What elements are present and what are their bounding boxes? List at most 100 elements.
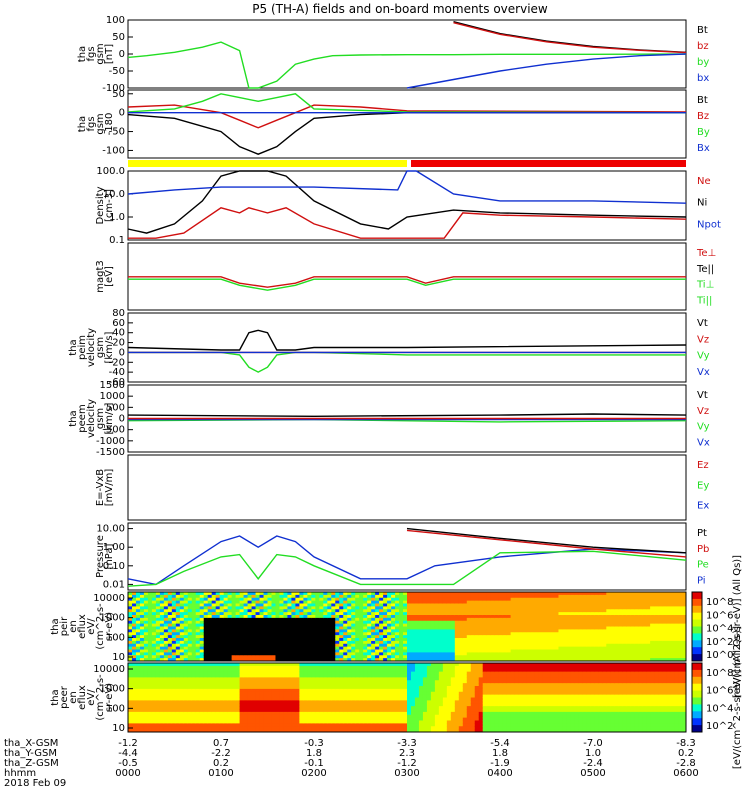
spectrogram-cell <box>410 626 416 630</box>
spectrogram-cell <box>534 652 540 656</box>
spectrogram-cell <box>251 620 257 625</box>
spectrogram-cell <box>654 638 659 642</box>
spectrogram-cell <box>295 615 300 619</box>
spectrogram-cell <box>147 652 153 656</box>
spectrogram-cell <box>403 620 408 625</box>
spectrogram-cell <box>307 609 312 613</box>
spectrogram-cell <box>203 726 209 730</box>
spectrogram-cell <box>534 629 540 633</box>
spectrogram-cell <box>223 635 229 639</box>
spectrogram-cell <box>259 620 265 625</box>
spectrogram-cell <box>646 592 651 596</box>
spectrogram-cell <box>195 706 201 710</box>
spectrogram-cell <box>343 671 348 676</box>
spectrogram-cell <box>383 609 388 613</box>
spectrogram-cell <box>235 674 241 678</box>
spectrogram-cell <box>331 671 336 676</box>
spectrogram-cell <box>574 594 579 599</box>
spectrogram-cell <box>263 694 268 699</box>
spectrogram-cell <box>546 597 551 602</box>
spectrogram-cell <box>442 626 448 630</box>
spectrogram-cell <box>251 723 257 727</box>
spectrogram-cell <box>155 674 161 678</box>
spectrogram-cell <box>267 592 272 596</box>
spectrogram-cell <box>678 600 683 605</box>
spectrogram-cell <box>347 688 352 693</box>
spectrogram-cell <box>514 615 520 619</box>
spectrogram-cell <box>303 617 308 622</box>
spectrogram-cell <box>454 658 460 662</box>
spectrogram-cell <box>343 623 348 628</box>
spectrogram-cell <box>474 623 480 628</box>
spectrogram-cell <box>315 612 320 616</box>
spectrogram-cell <box>335 691 340 696</box>
spectrogram-cell <box>582 635 587 639</box>
spectrogram-cell <box>383 646 388 651</box>
spectrogram-cell <box>307 723 312 727</box>
spectrogram-cell <box>590 594 595 599</box>
spectrogram-cell <box>514 606 520 610</box>
spectrogram-cell <box>490 617 496 622</box>
spectrogram-cell <box>279 697 284 701</box>
spectrogram-cell <box>147 665 153 670</box>
spectrogram-cell <box>243 717 249 722</box>
spectrogram-cell <box>163 617 169 622</box>
spectrogram-cell <box>195 720 201 724</box>
spectrogram-cell <box>315 638 320 642</box>
spectrogram-cell <box>383 620 388 625</box>
spectrogram-cell <box>315 609 320 613</box>
spectrogram-cell <box>207 694 213 699</box>
spectrogram-cell <box>590 646 595 651</box>
spectrogram-cell <box>319 677 324 681</box>
spectrogram-cell <box>367 649 372 653</box>
spectrogram-cell <box>387 649 392 653</box>
spectrogram-cell <box>271 609 276 613</box>
spectrogram-cell <box>159 620 165 625</box>
spectrogram-cell <box>255 629 261 633</box>
spectrogram-cell <box>375 600 380 605</box>
spectrogram-cell <box>335 592 340 596</box>
series-Pb <box>406 529 687 558</box>
spectrogram-cell <box>295 680 300 684</box>
spectrogram-cell <box>407 646 412 651</box>
spectrogram-cell <box>263 711 268 716</box>
spectrogram-cell <box>187 600 193 605</box>
spectrogram-cell <box>291 652 296 656</box>
spectrogram-cell <box>323 623 328 628</box>
spectrogram-cell <box>279 671 284 676</box>
panel-frame <box>127 522 687 591</box>
spectrogram-cell <box>578 606 583 610</box>
spectrogram-cell <box>231 729 237 733</box>
spectrogram-cell <box>422 632 428 636</box>
spectrogram-cell <box>263 640 268 645</box>
spectrogram-cell <box>211 649 217 653</box>
spectrogram-cell <box>247 663 253 667</box>
spectrogram-cell <box>442 655 448 659</box>
spectrogram-cell <box>410 620 416 625</box>
spectrogram-cell <box>323 694 328 699</box>
spectrogram-cell <box>331 700 336 704</box>
spectrogram-cell <box>418 592 424 596</box>
spectrogram-cell <box>395 612 400 616</box>
spectrogram-cell <box>458 632 464 636</box>
spectrogram-cell <box>450 655 456 659</box>
spectrogram-cell <box>139 680 145 684</box>
spectrogram-cell <box>199 677 205 681</box>
spectrogram-cell <box>674 594 679 599</box>
spectrogram-cell <box>163 632 169 636</box>
spectrogram-cell <box>283 638 288 642</box>
spectrogram-cell <box>255 638 261 642</box>
spectrogram-cell <box>183 717 189 722</box>
spectrogram-cell <box>335 658 340 662</box>
spectrogram-cell <box>566 643 571 648</box>
spectrogram-cell <box>327 603 332 607</box>
spectrogram-cell <box>191 663 197 667</box>
spectrogram-cell <box>191 697 197 701</box>
spectrogram-cell <box>139 609 145 613</box>
spectrogram-cell <box>159 711 165 716</box>
spectrogram-cell <box>399 612 404 616</box>
spectrogram-cell <box>163 609 169 613</box>
spectrogram-cell <box>259 706 265 710</box>
spectrogram-cell <box>446 620 452 625</box>
spectrogram-cell <box>355 594 360 599</box>
